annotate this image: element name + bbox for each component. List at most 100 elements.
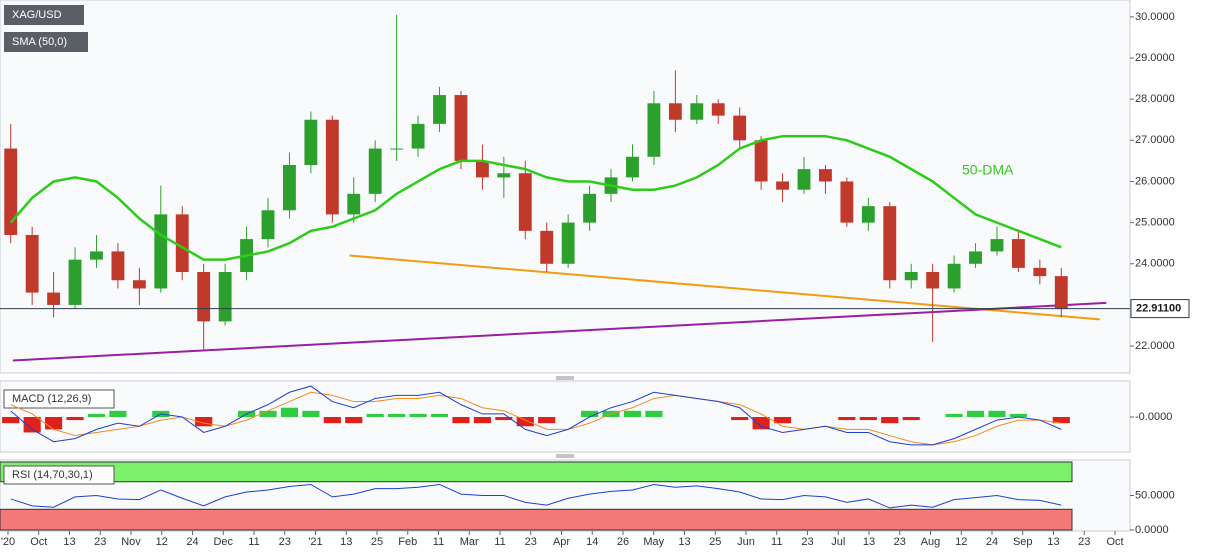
x-tick-label: Feb	[398, 536, 417, 548]
symbol: XAG/USD	[12, 9, 62, 21]
candle-body	[819, 169, 832, 182]
candle-body	[926, 272, 940, 289]
candle-body	[261, 210, 275, 240]
candle-body	[368, 148, 382, 194]
candle-body	[4, 148, 18, 235]
x-tick-label: 11	[494, 536, 505, 548]
splitter[interactable]	[556, 454, 574, 458]
x-tick-label: 24	[986, 536, 998, 548]
candle-body	[647, 103, 661, 157]
histogram-bar	[966, 410, 985, 417]
x-tick-label: 25	[709, 536, 721, 548]
x-tick-label: Oct	[1106, 536, 1123, 548]
candle-body	[111, 251, 125, 281]
x-tick-label: Aug	[921, 536, 941, 548]
candle-body	[218, 272, 232, 322]
x-tick-label: 14	[586, 536, 598, 548]
candle-body	[626, 156, 639, 178]
histogram-bar	[838, 417, 856, 421]
histogram-bar	[366, 413, 384, 417]
candle-body	[175, 214, 189, 273]
candle-body	[797, 169, 811, 190]
candle-body	[711, 103, 725, 116]
candle-body	[690, 103, 704, 120]
x-tick-label: May	[643, 536, 664, 548]
candle-body	[561, 222, 575, 264]
x-tick-label: Dec	[213, 536, 233, 548]
candle-body	[47, 292, 61, 305]
x-tick-label: 24	[186, 536, 198, 548]
histogram-bar	[516, 417, 534, 427]
candle-body	[283, 165, 296, 211]
splitter[interactable]	[556, 376, 574, 380]
candle-body	[904, 272, 918, 281]
sma-label: 50-DMA	[962, 162, 1014, 178]
x-tick-label: 23	[801, 536, 813, 548]
candle-body	[197, 272, 211, 322]
y-tick-label: 22.0000	[1135, 340, 1175, 352]
indicator-box[interactable]	[4, 32, 88, 52]
y-tick-label: 29.0000	[1135, 52, 1175, 64]
x-tick-label: 13	[63, 536, 75, 548]
candle-body	[583, 193, 597, 223]
candle-body	[969, 251, 982, 264]
y-tick-label: 26.0000	[1135, 175, 1175, 187]
histogram-bar	[473, 417, 491, 424]
x-tick-label: Mar	[460, 536, 479, 548]
x-tick-label: '21	[308, 536, 322, 548]
x-tick-label: 25	[371, 536, 383, 548]
rsi-title: RSI (14,70,30,1)	[12, 469, 93, 481]
candle-body	[1033, 267, 1047, 277]
histogram-bar	[945, 413, 963, 417]
candle-body	[861, 206, 875, 223]
macd-box[interactable]	[3, 389, 115, 409]
rsi-box[interactable]	[3, 465, 115, 485]
candle-body	[497, 173, 511, 178]
histogram-bar	[988, 410, 1006, 417]
histogram-bar	[409, 413, 427, 417]
candle-body	[411, 123, 425, 149]
histogram-bar	[1009, 413, 1027, 417]
histogram-bar	[45, 417, 63, 430]
x-tick-label: 23	[894, 536, 906, 548]
histogram-bar	[752, 417, 770, 430]
signal-line	[10, 391, 1062, 446]
candle-body	[475, 160, 489, 178]
histogram-bar	[773, 417, 792, 424]
x-tick-label: 11	[771, 536, 782, 548]
last-price-label: 22.91100	[1136, 302, 1181, 314]
histogram-bar	[388, 413, 406, 417]
x-tick-label: 13	[340, 536, 352, 548]
candle-body	[1011, 239, 1025, 268]
x-tick-label: 23	[1078, 536, 1090, 548]
x-tick-label: Nov	[121, 536, 141, 548]
histogram-bar	[109, 410, 127, 417]
x-tick-label: '20	[1, 536, 15, 548]
histogram-bar	[859, 417, 877, 421]
macd-panel	[0, 380, 1131, 453]
x-tick-label: 11	[433, 536, 444, 548]
candle-body	[540, 230, 554, 264]
candle-body	[754, 140, 768, 182]
y-tick-label: 50.0000	[1135, 489, 1175, 501]
histogram-bar	[452, 417, 470, 424]
x-tick-label: Jun	[737, 536, 755, 548]
x-tick-label: 13	[678, 536, 690, 548]
y-tick-label: 0.0000	[1135, 524, 1169, 536]
candle-body	[304, 119, 318, 166]
histogram-bar	[495, 417, 513, 421]
histogram-bar	[259, 410, 277, 417]
overbought-zone	[0, 461, 1073, 483]
histogram-bar	[581, 410, 599, 417]
x-tick-label: Sep	[1013, 536, 1033, 548]
histogram-bar	[2, 417, 20, 424]
candle-body	[347, 193, 361, 215]
candle-body	[883, 206, 897, 281]
rsi-line	[10, 483, 1062, 509]
x-tick-label: 12	[156, 536, 168, 548]
oversold-zone	[0, 508, 1073, 531]
y-tick-label: 25.0000	[1135, 217, 1175, 229]
symbol-box[interactable]	[4, 5, 84, 25]
histogram-bar	[902, 417, 920, 421]
